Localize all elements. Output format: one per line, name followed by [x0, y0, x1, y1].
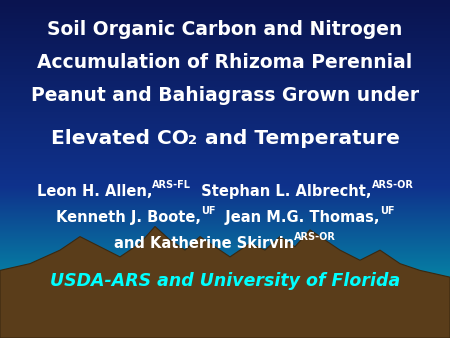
Text: ARS-OR: ARS-OR [372, 180, 414, 190]
Text: Kenneth J. Boote,: Kenneth J. Boote, [56, 210, 201, 225]
Text: ARS-OR: ARS-OR [294, 232, 336, 242]
Text: Jean M.G. Thomas,: Jean M.G. Thomas, [215, 210, 380, 225]
Text: and Katherine Skirvin: and Katherine Skirvin [114, 236, 294, 251]
Text: Stephan L. Albrecht,: Stephan L. Albrecht, [191, 184, 372, 199]
Text: 2: 2 [189, 134, 198, 147]
Text: Accumulation of Rhizoma Perennial: Accumulation of Rhizoma Perennial [37, 53, 413, 72]
Text: USDA-ARS and University of Florida: USDA-ARS and University of Florida [50, 272, 400, 290]
Text: Peanut and Bahiagrass Grown under: Peanut and Bahiagrass Grown under [31, 86, 419, 105]
Text: Elevated CO: Elevated CO [50, 129, 189, 148]
Text: UF: UF [201, 206, 215, 216]
Text: Leon H. Allen,: Leon H. Allen, [36, 184, 152, 199]
Text: ARS-FL: ARS-FL [152, 180, 191, 190]
Text: UF: UF [380, 206, 394, 216]
Polygon shape [0, 226, 450, 338]
Text: Soil Organic Carbon and Nitrogen: Soil Organic Carbon and Nitrogen [47, 20, 403, 39]
Text: and Temperature: and Temperature [198, 129, 400, 148]
